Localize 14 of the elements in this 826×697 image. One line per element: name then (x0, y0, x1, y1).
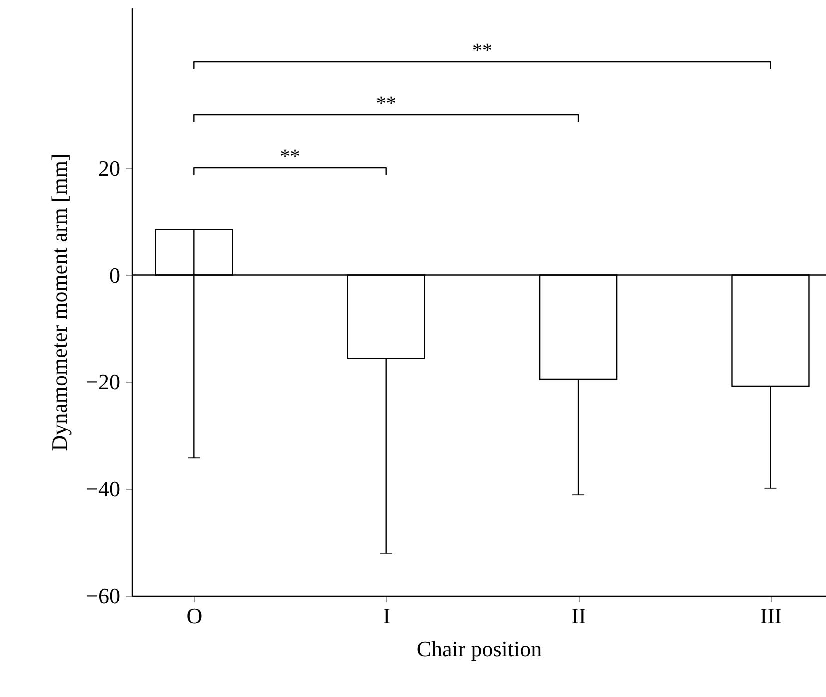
annotation: ** (280, 146, 300, 168)
annotation: ** (472, 40, 492, 62)
y-tick-label: 0 (110, 262, 120, 288)
x-axis-title: Chair position (416, 636, 542, 662)
y-axis-title: Dynamometer moment arm [mm] (47, 154, 72, 452)
x-tick-label: III (760, 604, 782, 628)
x-tick-label: II (572, 604, 586, 628)
y-tick-label: −20 (86, 370, 120, 395)
y-tick-label: 20 (98, 156, 120, 181)
y-tick-label: −40 (86, 476, 120, 502)
x-tick-label: O (186, 604, 203, 628)
x-tick-label: I (383, 604, 391, 628)
annotation: ** (376, 93, 396, 115)
y-tick-label: −60 (86, 584, 120, 608)
